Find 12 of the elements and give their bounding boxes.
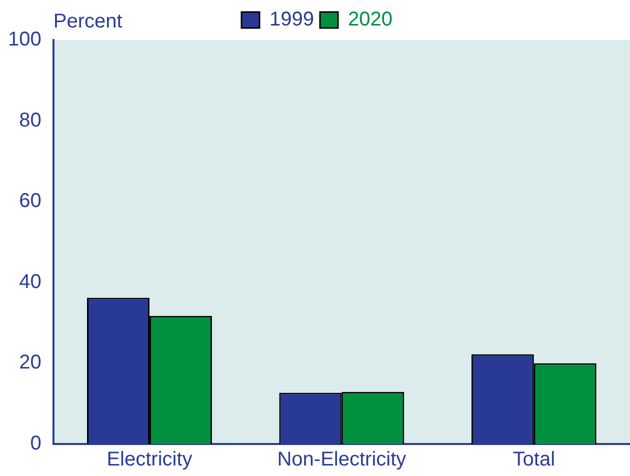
y-tick-label: 80 bbox=[19, 109, 42, 132]
y-tick-label: 20 bbox=[19, 352, 42, 374]
x-tick-label: Total bbox=[512, 448, 556, 471]
y-tick-label: 40 bbox=[19, 270, 42, 293]
x-tick-label: Non-Electricity bbox=[277, 448, 406, 471]
y-tick-label: 60 bbox=[19, 190, 42, 212]
y-tick-label: 0 bbox=[30, 432, 42, 455]
y-tick-label: 100 bbox=[8, 28, 42, 51]
legend-label: 2020 bbox=[348, 8, 392, 31]
x-tick-label: Electricity bbox=[106, 448, 192, 471]
y-axis-title: Percent bbox=[53, 10, 123, 33]
legend-label: 1999 bbox=[270, 8, 314, 31]
